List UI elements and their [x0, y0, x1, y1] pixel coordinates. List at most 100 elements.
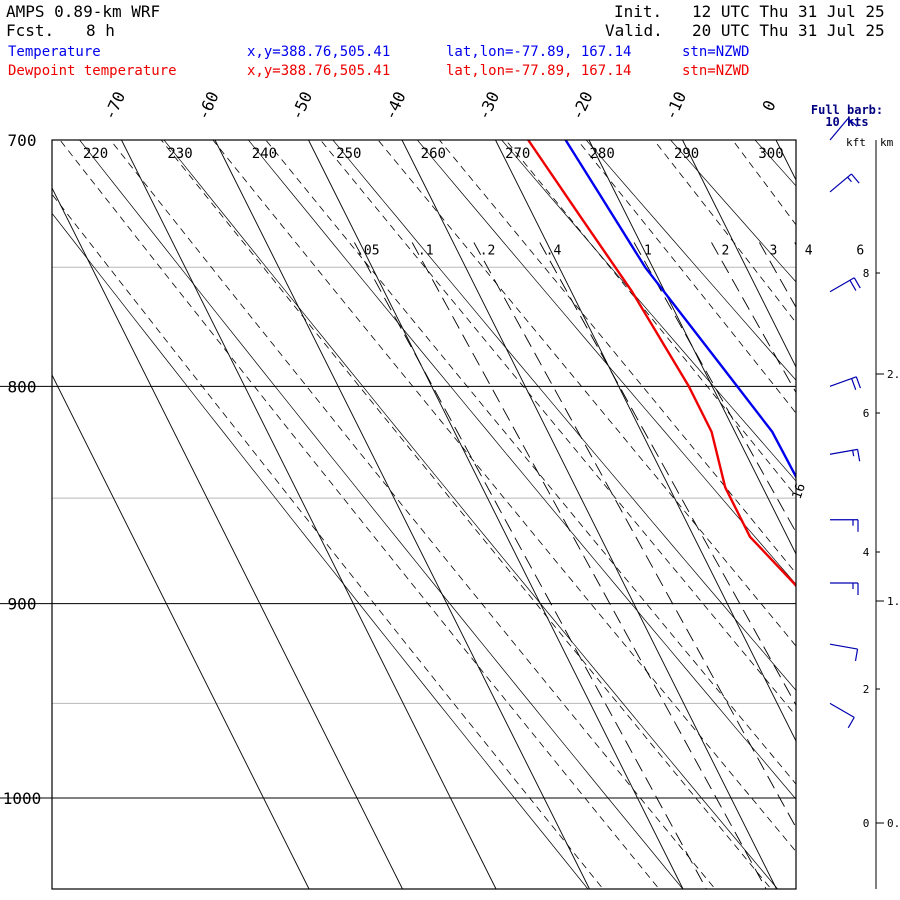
moist-adiabat-line: [505, 140, 796, 497]
moist-adiabat-line: [319, 140, 796, 717]
legend-temperature-latlon: lat,lon=-77.89, 167.14: [446, 44, 632, 60]
dry-adiabat-line: [79, 140, 684, 889]
wind-barb-staff: [829, 277, 855, 293]
wind-barb: [830, 519, 859, 532]
wind-barb: [829, 376, 861, 390]
wind-barb-staff: [829, 643, 858, 650]
theta-label: 300: [758, 146, 783, 162]
dry-adiabat-line: [247, 140, 796, 800]
temperature-tick-label: -30: [474, 89, 503, 123]
fcst-value: 8 h: [86, 21, 115, 40]
legend-dewpoint-xy: x,y=388.76,505.41: [247, 63, 391, 79]
legend-temperature-name: Temperature: [8, 44, 101, 60]
moist-adiabat-line: [576, 140, 796, 414]
legend-temperature-stn: stn=NZWD: [682, 44, 750, 60]
kft-tick-label: 2: [863, 683, 870, 696]
mixing-ratio-label: 4: [805, 243, 813, 258]
mixing-ratio-line: [473, 242, 796, 829]
wind-barb-flag: [851, 378, 857, 390]
isotherm-line: [214, 140, 590, 889]
legend-temperature-xy: x,y=388.76,505.41: [247, 44, 391, 60]
wind-barb-flag: [856, 449, 861, 462]
background-lines: [52, 87, 900, 900]
valid-value: 20 UTC Thu 31 Jul 25: [692, 21, 885, 40]
wind-barb: [829, 118, 858, 141]
isotherm-line: [308, 140, 684, 889]
plot-frame: [51, 139, 797, 890]
legend-dewpoint-latlon: lat,lon=-77.89, 167.14: [446, 63, 632, 79]
wind-barb: [829, 702, 855, 729]
isotherm-line: [775, 140, 796, 182]
moist-adiabat-line: [377, 140, 796, 647]
temperature-tick-label: -70: [100, 89, 129, 123]
mixing-ratio-label: .4: [546, 243, 562, 258]
temperature-profile-line: [564, 140, 796, 480]
kft-tick-label: 4: [863, 546, 870, 559]
isotherm-line: [401, 140, 777, 889]
wind-barb-staff: [829, 376, 857, 387]
isotherm-line: [682, 140, 796, 369]
mixing-ratio-label: .05: [356, 243, 379, 258]
model-title: AMPS 0.89-km WRF: [6, 2, 161, 21]
dry-adiabat-line: [416, 140, 796, 585]
wind-note-label: 16: [790, 482, 809, 502]
kft-tick-label: 6: [863, 407, 870, 420]
wind-barb-flag: [849, 279, 857, 291]
temperature-tick-label: -40: [380, 89, 409, 123]
moist-adiabat-line: [109, 140, 716, 889]
mixing-ratio-label: 1: [644, 243, 652, 258]
theta-label: 290: [674, 146, 699, 162]
dry-adiabat-line: [791, 87, 900, 900]
moist-adiabat-line: [59, 140, 660, 889]
isotherm-line: [588, 140, 796, 556]
theta-label: 260: [421, 146, 446, 162]
kft-tick-label: 8: [863, 267, 870, 280]
temperature-tick-label: -60: [193, 89, 222, 123]
dry-adiabat-line: [332, 140, 796, 691]
mixing-ratio-line: [411, 242, 767, 889]
wind-barb-staff: [829, 702, 855, 718]
dewpoint-profile-line: [527, 140, 796, 588]
theta-label: 270: [505, 146, 530, 162]
wind-barb-flag: [852, 450, 855, 457]
legend-dewpoint-stn: stn=NZWD: [682, 63, 750, 79]
moist-adiabat-line: [212, 140, 796, 853]
isotherm-line: [52, 186, 403, 889]
moist-adiabat-line: [265, 140, 796, 785]
wind-barb-flag: [855, 376, 861, 389]
mixing-ratio-label: 2: [722, 243, 730, 258]
chart-labels: .05 .1 .2 .4 1 2 3 4 6 220 230 240 250 260 270 280 290 30…: [83, 89, 864, 259]
kft-axis-label: kft: [846, 136, 866, 149]
wind-barbs: 16: [790, 118, 861, 729]
temperature-tick-label: -20: [567, 89, 596, 123]
theta-label: 230: [167, 146, 192, 162]
wind-barb: [829, 173, 860, 193]
legend-dewpoint-name: Dewpoint temperature: [8, 63, 177, 79]
height-axis: kft km 8 6 4 2 0 2. 1. 0. Full barb:10 kts: [811, 103, 900, 830]
km-axis-label: km: [880, 136, 894, 149]
init-value: 12 UTC Thu 31 Jul 25: [692, 2, 885, 21]
temperature-tick-label: 0: [758, 97, 779, 114]
wind-barb-flag: [847, 118, 858, 127]
barb-legend-value: 10 kts: [825, 115, 868, 129]
fcst-label: Fcst.: [6, 21, 55, 40]
isotherm-line: [870, 140, 900, 889]
wind-barb-staff: [829, 173, 852, 193]
isotherm-line: [52, 373, 310, 889]
theta-label: 220: [83, 146, 108, 162]
dry-adiabat-line: [501, 140, 796, 482]
wind-barb: [830, 582, 859, 596]
dry-adiabat-line: [670, 140, 796, 283]
pressure-tick-label: 1000: [3, 789, 42, 808]
mixing-ratio-line: [539, 242, 796, 706]
dry-adiabat-line: [585, 140, 796, 381]
theta-label: 250: [336, 146, 361, 162]
mixing-ratio-line: [711, 242, 796, 394]
init-label: Init.: [614, 2, 663, 21]
dry-adiabat-line: [163, 140, 779, 889]
isotherm-line: [121, 140, 497, 889]
wind-barb: [829, 643, 859, 661]
wind-barb-flag: [847, 176, 852, 183]
moist-adiabat-line: [653, 140, 796, 324]
